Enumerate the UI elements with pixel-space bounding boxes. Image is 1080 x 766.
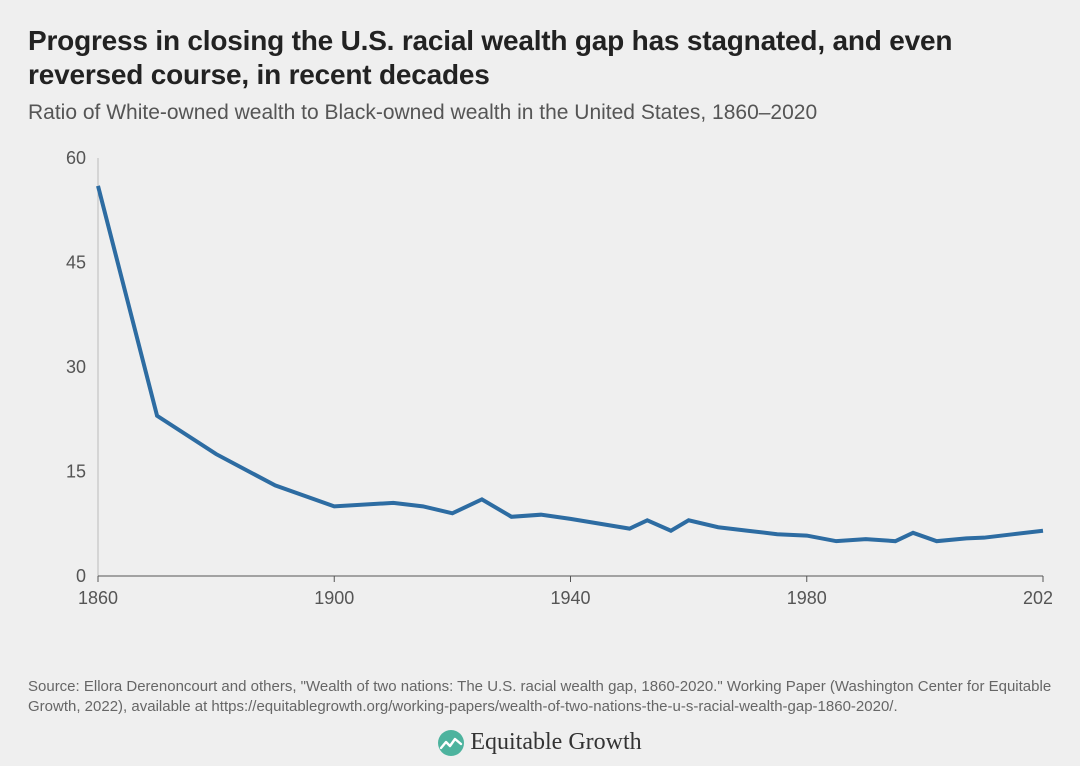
x-tick-label: 1940 — [550, 588, 590, 608]
chart-title: Progress in closing the U.S. racial weal… — [28, 24, 1052, 91]
y-tick-label: 15 — [66, 462, 86, 482]
brand-logo-text: Equitable Growth — [470, 729, 641, 756]
y-tick-label: 45 — [66, 253, 86, 273]
brand-logo-icon — [438, 730, 464, 756]
chart-plot-area: 0 15 30 45 60 1860 1900 1940 1980 2020 — [28, 146, 1052, 668]
data-line — [98, 186, 1043, 541]
brand-logo: Equitable Growth — [28, 729, 1052, 756]
x-tick-label: 1900 — [314, 588, 354, 608]
y-tick-label: 30 — [66, 357, 86, 377]
source-citation: Source: Ellora Derenoncourt and others, … — [28, 677, 1052, 718]
chart-subtitle: Ratio of White-owned wealth to Black-own… — [28, 99, 1052, 126]
y-tick-label: 60 — [66, 148, 86, 168]
line-chart-svg: 0 15 30 45 60 1860 1900 1940 1980 2020 — [28, 146, 1052, 616]
x-tick-label: 1860 — [78, 588, 118, 608]
y-tick-label: 0 — [76, 566, 86, 586]
chart-container: Progress in closing the U.S. racial weal… — [0, 0, 1080, 766]
x-tick-label: 1980 — [787, 588, 827, 608]
x-tick-label: 2020 — [1023, 588, 1052, 608]
